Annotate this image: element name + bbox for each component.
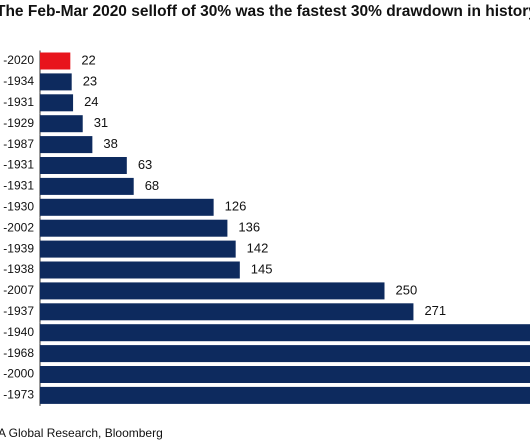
bar xyxy=(40,345,530,363)
bar xyxy=(40,157,127,174)
y-tick-label: -1931 xyxy=(3,95,34,109)
source-note: A Global Research, Bloomberg xyxy=(0,426,163,440)
value-label: 145 xyxy=(251,261,273,276)
y-tick-label: -1931 xyxy=(3,179,34,193)
y-tick-label: -2007 xyxy=(3,283,34,297)
value-label: 250 xyxy=(396,282,418,297)
bar xyxy=(40,282,385,300)
value-label: 142 xyxy=(247,241,269,256)
value-label: 38 xyxy=(103,136,117,151)
bar xyxy=(40,261,240,279)
value-label: 23 xyxy=(83,73,97,88)
y-tick-label: -2002 xyxy=(3,220,34,234)
bar xyxy=(40,219,228,237)
bar xyxy=(40,52,71,70)
bar xyxy=(40,73,72,91)
bar xyxy=(40,115,83,133)
y-tick-label: -1987 xyxy=(3,137,34,151)
y-tick-label: -1940 xyxy=(3,325,34,339)
y-tick-label: -1938 xyxy=(3,262,34,276)
chart-title: The Feb-Mar 2020 selloff of 30% was the … xyxy=(0,3,530,20)
value-label: 126 xyxy=(225,199,247,214)
bar xyxy=(40,198,214,216)
value-label: 136 xyxy=(238,220,260,235)
value-label: 271 xyxy=(424,303,446,318)
value-label: 68 xyxy=(145,178,159,193)
y-tick-label: -2000 xyxy=(3,367,34,381)
value-label: 22 xyxy=(81,52,95,67)
bar xyxy=(40,366,530,383)
y-tick-label: -2020 xyxy=(3,53,34,67)
bar xyxy=(40,324,530,342)
bar xyxy=(40,240,236,258)
bar xyxy=(40,303,414,321)
value-label: 31 xyxy=(94,115,108,130)
y-tick-label: -1973 xyxy=(3,388,34,402)
y-tick-label: -1937 xyxy=(3,304,34,318)
y-tick-label: -1939 xyxy=(3,241,34,255)
value-label: 24 xyxy=(84,94,98,109)
y-tick-label: -1934 xyxy=(3,74,34,88)
y-tick-label: -1930 xyxy=(3,199,34,213)
value-label: 63 xyxy=(138,157,152,172)
bar xyxy=(40,177,134,195)
y-tick-label: -1931 xyxy=(3,158,34,172)
y-tick-label: -1929 xyxy=(3,116,34,130)
bar xyxy=(40,136,93,154)
bar xyxy=(40,386,530,404)
y-tick-label: -1968 xyxy=(3,346,34,360)
bar xyxy=(40,94,74,112)
